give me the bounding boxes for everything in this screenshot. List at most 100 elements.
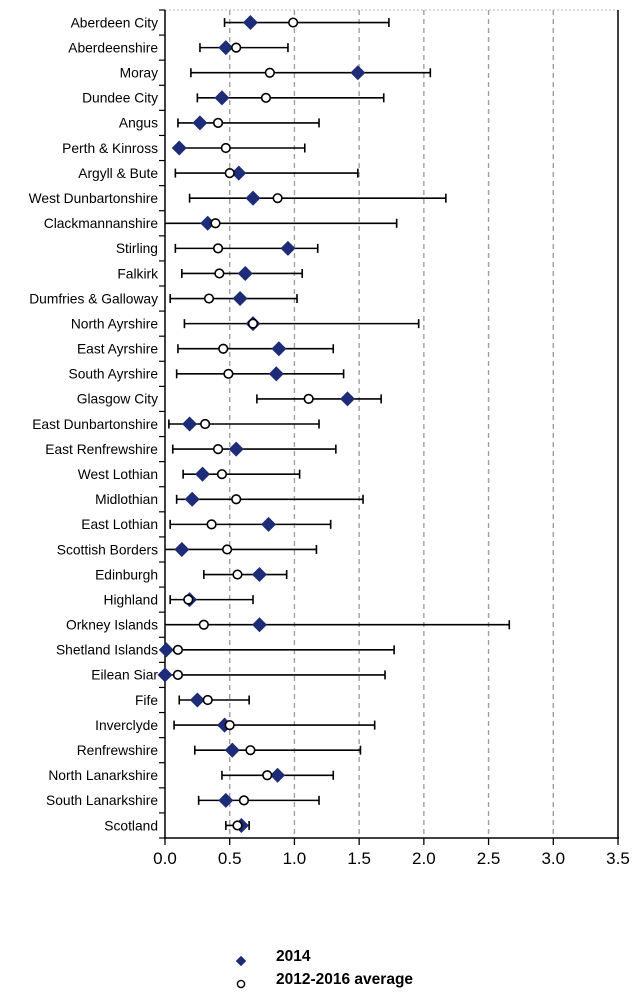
marker-2014-diamond bbox=[174, 541, 190, 557]
category-label: Inverclyde bbox=[95, 718, 158, 733]
marker-2014-diamond bbox=[232, 291, 248, 307]
marker-average-circle bbox=[303, 393, 314, 405]
marker-average-circle bbox=[260, 92, 272, 103]
marker-2014-diamond bbox=[350, 65, 366, 81]
category-label: South Ayrshire bbox=[69, 367, 159, 382]
category-label: East Dunbartonshire bbox=[32, 417, 158, 432]
x-tick-label: 0.0 bbox=[153, 849, 177, 868]
category-label: Fife bbox=[135, 693, 158, 708]
x-tick-label: 2.0 bbox=[412, 849, 436, 868]
marker-average-circle bbox=[223, 368, 234, 379]
marker-average-circle bbox=[232, 569, 243, 580]
x-tick-label: 1.5 bbox=[347, 849, 371, 868]
marker-average-circle bbox=[210, 218, 221, 229]
marker-average-circle bbox=[231, 42, 242, 53]
marker-average-circle bbox=[198, 619, 209, 630]
category-label: East Renfrewshire bbox=[45, 442, 158, 457]
category-label: Shetland Islands bbox=[56, 643, 158, 658]
x-tick-label: 3.5 bbox=[606, 849, 630, 868]
marker-2014-diamond bbox=[339, 391, 356, 407]
marker-2014-diamond bbox=[245, 190, 261, 206]
marker-average-circle bbox=[212, 243, 224, 254]
category-label: Eilean Siar bbox=[91, 668, 158, 683]
marker-average-circle bbox=[218, 343, 229, 354]
marker-average-circle bbox=[172, 644, 184, 655]
category-label: Midlothian bbox=[95, 492, 158, 507]
category-label: Stirling bbox=[116, 241, 158, 256]
marker-average-circle bbox=[214, 268, 225, 279]
category-label: Glasgow City bbox=[77, 392, 158, 407]
category-label: Edinburgh bbox=[95, 567, 158, 582]
marker-average-circle bbox=[183, 594, 194, 605]
marker-2014-diamond bbox=[158, 642, 174, 658]
chart-svg: 0.0 0.5 1.0 1.5 2.0 2.5 3.0 3.5 Aberdeen City Abe… bbox=[29, 9, 630, 868]
legend-label-2014: 2014 bbox=[276, 947, 311, 965]
marker-average-circle bbox=[200, 418, 211, 430]
marker-2014-diamond bbox=[268, 366, 284, 382]
marker-2014-diamond bbox=[271, 341, 287, 357]
marker-average-circle bbox=[245, 745, 256, 756]
marker-average-circle bbox=[262, 770, 273, 781]
marker-2014-diamond bbox=[157, 667, 173, 683]
x-tick-label: 0.5 bbox=[218, 849, 242, 868]
x-tick-label: 3.0 bbox=[541, 849, 565, 868]
category-label: North Ayrshire bbox=[71, 316, 158, 331]
marker-2014-diamond bbox=[261, 516, 277, 532]
category-label: Perth & Kinross bbox=[62, 141, 158, 156]
category-label: Aberdeenshire bbox=[68, 40, 158, 55]
marker-2014-diamond bbox=[251, 617, 267, 633]
category-label: West Dunbartonshire bbox=[29, 191, 159, 206]
marker-2014-diamond bbox=[237, 265, 253, 281]
marker-average-circle bbox=[232, 820, 243, 831]
marker-average-circle bbox=[220, 142, 231, 154]
marker-2014-diamond bbox=[224, 742, 240, 758]
marker-2014-diamond bbox=[192, 115, 208, 131]
marker-2014-diamond bbox=[218, 792, 234, 808]
marker-average-circle bbox=[247, 318, 259, 329]
category-label: North Lanarkshire bbox=[48, 768, 158, 783]
category-label: Clackmannanshire bbox=[44, 216, 159, 231]
marker-average-circle bbox=[222, 544, 233, 555]
category-label: Scotland bbox=[104, 818, 158, 833]
marker-average-circle bbox=[288, 17, 299, 28]
marker-2014-diamond bbox=[251, 567, 267, 583]
marker-average-circle bbox=[203, 293, 215, 304]
category-label: Renfrewshire bbox=[77, 743, 159, 758]
marker-2014-diamond bbox=[189, 692, 205, 708]
marker-average-circle bbox=[212, 443, 224, 455]
legend-label-average: 2012-2016 average bbox=[276, 970, 414, 988]
marker-2014-diamond bbox=[280, 240, 296, 256]
category-label: Dumfries & Galloway bbox=[29, 291, 158, 306]
category-label: Argyll & Bute bbox=[78, 166, 158, 181]
legend-item-2014: 2014 bbox=[233, 945, 413, 968]
marker-2014-diamond bbox=[228, 441, 244, 457]
marker-2014-diamond bbox=[214, 90, 230, 106]
marker-average-circle bbox=[224, 719, 235, 731]
circle-icon bbox=[233, 979, 248, 989]
category-label: Orkney Islands bbox=[66, 618, 158, 633]
category-label: East Lothian bbox=[81, 517, 158, 532]
marker-average-circle bbox=[172, 669, 184, 681]
category-label: West Lothian bbox=[78, 467, 158, 482]
category-label: Scottish Borders bbox=[57, 542, 158, 557]
marker-2014-diamond bbox=[184, 491, 200, 507]
category-label: Dundee City bbox=[82, 91, 158, 106]
category-label: South Lanarkshire bbox=[46, 793, 158, 808]
category-label: Angus bbox=[119, 116, 158, 131]
marker-average-circle bbox=[216, 469, 228, 480]
category-label: Falkirk bbox=[117, 266, 158, 281]
category-label: Aberdeen City bbox=[71, 15, 159, 30]
marker-average-circle bbox=[202, 694, 213, 706]
marker-2014-diamond bbox=[195, 466, 211, 482]
diamond-icon bbox=[233, 956, 248, 966]
legend-item-average: 2012-2016 average bbox=[233, 968, 413, 991]
marker-2014-diamond bbox=[218, 40, 234, 56]
marker-average-circle bbox=[224, 167, 235, 179]
marker-2014-diamond bbox=[182, 416, 198, 432]
marker-average-circle bbox=[264, 67, 275, 78]
marker-average-circle bbox=[212, 117, 224, 129]
category-label: Highland bbox=[104, 592, 158, 607]
x-tick-label: 1.0 bbox=[283, 849, 307, 868]
marker-average-circle bbox=[272, 193, 283, 204]
